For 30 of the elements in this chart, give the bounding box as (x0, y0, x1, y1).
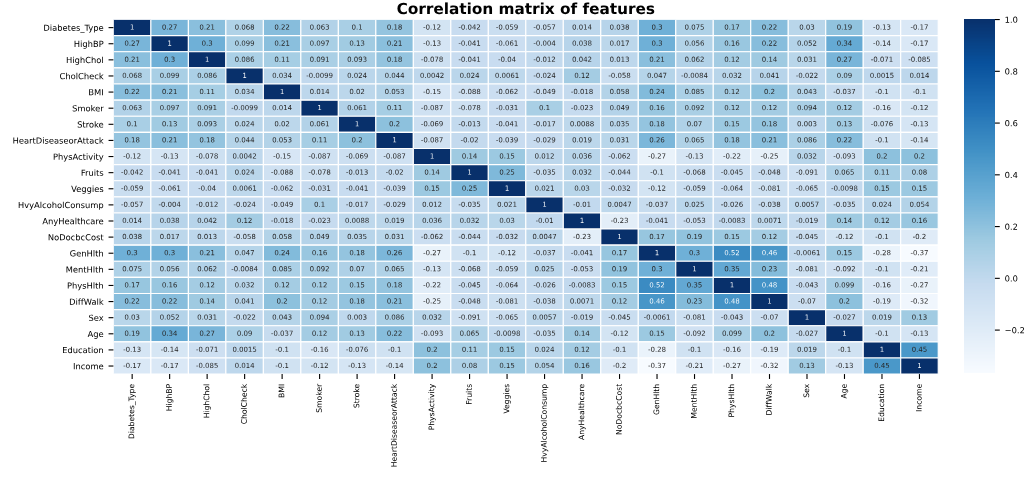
y-tick-label: BMI (89, 89, 103, 96)
y-tick-label: PhysActivity (53, 153, 104, 162)
color-bar-label: 0.0 (1005, 275, 1018, 282)
y-tick-label: Fruits (81, 169, 104, 176)
color-bar-label: 0.2 (1005, 223, 1018, 230)
y-tick-label: CholCheck (60, 72, 104, 80)
y-tick-label: Stroke (77, 121, 104, 128)
y-tick-label: Diabetes_Type (44, 24, 104, 33)
y-tick-label: HighBP (74, 40, 104, 49)
chart-title: Correlation matrix of features (397, 2, 655, 15)
y-tick-label: Smoker (72, 105, 104, 112)
y-tick-label: DiffWalk (69, 298, 104, 305)
color-bar-label: 1.0 (1005, 16, 1018, 23)
y-tick-label: Income (73, 363, 104, 370)
y-tick-label: PhysHlth (67, 282, 103, 291)
color-bar-label: 0.8 (1005, 68, 1018, 75)
color-bar-label: 0.4 (1005, 171, 1018, 179)
color-bar-label: −0.2 (1005, 327, 1025, 334)
y-tick-label: Veggies (71, 185, 104, 194)
y-tick-label: HeartDiseaseorAttack (13, 137, 104, 144)
y-tick-label: Sex (89, 314, 104, 321)
y-tick-label: Education (63, 346, 103, 354)
color-bar-label: 0.6 (1005, 120, 1018, 127)
y-tick-label: HvyAlcoholConsump (18, 201, 104, 210)
y-tick-label: GenHlth (70, 250, 103, 257)
y-tick-label: NoDocbcCost (48, 233, 104, 241)
y-tick-label: Age (87, 330, 104, 339)
y-tick-label: AnyHealthcare (42, 217, 104, 226)
y-tick-label: HighChol (66, 56, 103, 65)
y-tick-label: MentHlth (66, 266, 103, 273)
